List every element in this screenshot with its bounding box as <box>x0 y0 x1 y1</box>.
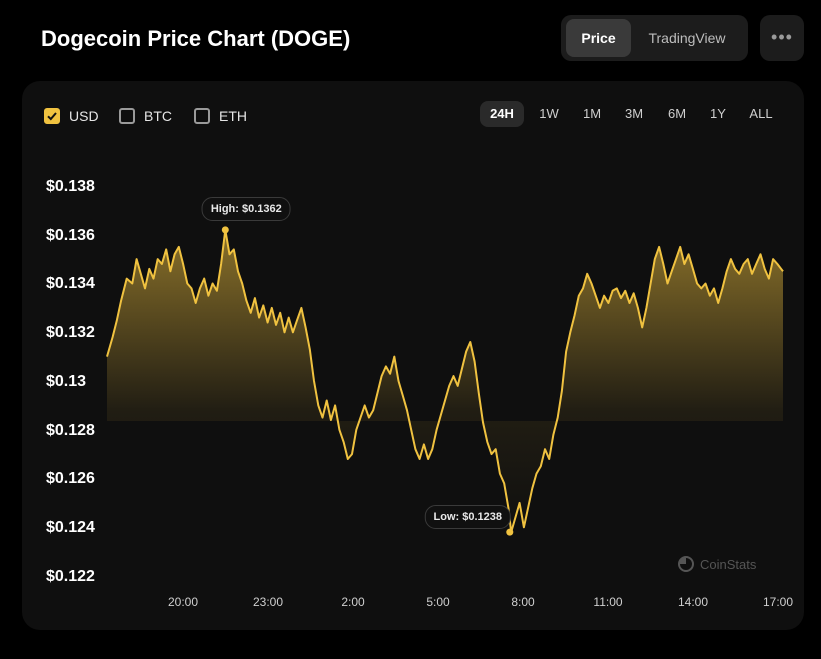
y-tick-label: $0.136 <box>46 227 95 244</box>
low-price-label: Low: $0.1238 <box>424 505 512 530</box>
currency-label: USD <box>69 108 99 124</box>
tab-price[interactable]: Price <box>566 19 631 57</box>
tab-tradingview[interactable]: TradingView <box>648 30 726 46</box>
coinstats-watermark: CoinStats <box>678 556 756 572</box>
currency-btc-toggle[interactable]: BTC <box>119 105 172 127</box>
price-area-fill <box>107 229 783 533</box>
checkbox-icon <box>119 108 135 124</box>
y-tick-label: $0.134 <box>46 275 95 292</box>
range-all[interactable]: ALL <box>749 106 773 121</box>
price-chart[interactable] <box>22 81 804 630</box>
checkbox-icon <box>194 108 210 124</box>
y-tick-label: $0.138 <box>46 178 95 195</box>
y-tick-label: $0.126 <box>46 470 95 487</box>
high-price-label: High: $0.1362 <box>201 196 291 221</box>
chart-card: USD BTC ETH 24H 1W 1M 3M 6M 1Y ALL $0.13… <box>22 81 804 630</box>
y-tick-label: $0.124 <box>46 519 95 536</box>
checkbox-checked-icon <box>44 108 60 124</box>
range-1m[interactable]: 1M <box>582 106 602 121</box>
more-options-button[interactable]: ••• <box>760 15 804 61</box>
x-tick-label: 17:00 <box>762 595 794 609</box>
range-3m[interactable]: 3M <box>624 106 644 121</box>
high-marker <box>221 226 229 234</box>
x-tick-label: 14:00 <box>677 595 709 609</box>
range-1y[interactable]: 1Y <box>710 106 726 121</box>
low-marker <box>506 528 514 536</box>
view-switcher: Price TradingView <box>561 15 748 61</box>
x-tick-label: 23:00 <box>252 595 284 609</box>
range-6m[interactable]: 6M <box>667 106 687 121</box>
y-tick-label: $0.13 <box>46 373 87 390</box>
x-tick-label: 8:00 <box>511 595 535 609</box>
currency-usd-toggle[interactable]: USD <box>44 105 99 127</box>
range-24h[interactable]: 24H <box>480 101 524 127</box>
watermark-text: CoinStats <box>700 556 757 572</box>
currency-label: ETH <box>219 108 247 124</box>
x-tick-label: 2:00 <box>341 595 365 609</box>
range-1w[interactable]: 1W <box>539 106 559 121</box>
x-tick-label: 11:00 <box>593 595 623 609</box>
y-tick-label: $0.128 <box>46 422 95 439</box>
x-tick-label: 20:00 <box>167 595 199 609</box>
coinstats-logo-icon <box>678 556 694 572</box>
x-tick-label: 5:00 <box>426 595 450 609</box>
y-tick-label: $0.122 <box>46 568 95 585</box>
page-title: Dogecoin Price Chart (DOGE) <box>41 26 351 51</box>
price-series-line <box>106 228 784 534</box>
currency-eth-toggle[interactable]: ETH <box>194 105 247 127</box>
currency-label: BTC <box>144 108 172 124</box>
y-tick-label: $0.132 <box>46 324 95 341</box>
